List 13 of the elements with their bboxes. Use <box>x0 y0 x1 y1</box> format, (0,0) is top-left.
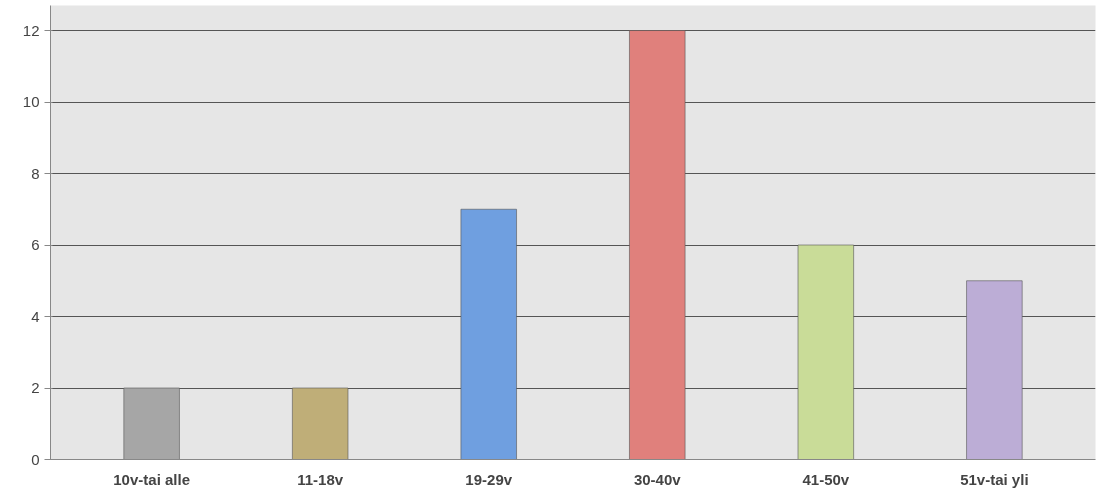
y-tick-label: 0 <box>31 450 40 468</box>
x-tick-label: 30-40v <box>633 470 682 488</box>
x-tick-label: 19-29v <box>465 470 513 488</box>
x-tick-label: 51v-tai yli <box>960 470 1029 488</box>
x-tick-label: 41-50v <box>802 470 850 488</box>
y-tick-label: 12 <box>22 21 40 39</box>
x-tick-label: 10v-tai alle <box>113 470 190 488</box>
y-tick-label: 2 <box>31 379 40 396</box>
y-tick-label: 6 <box>31 236 40 254</box>
y-tick-label: 4 <box>31 307 40 325</box>
y-tick-label: 10 <box>22 93 40 111</box>
y-tick-label: 8 <box>31 164 40 182</box>
x-tick-label: 11-18v <box>297 470 344 488</box>
